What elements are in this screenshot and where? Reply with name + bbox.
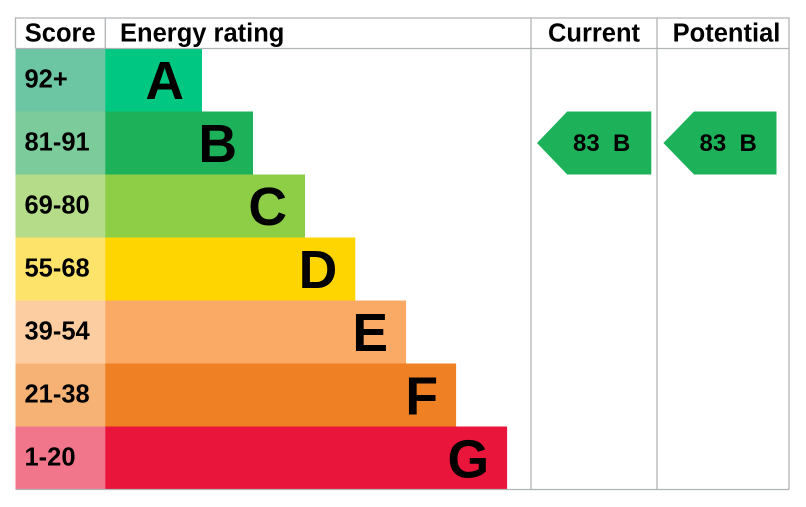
svg-text:Current: Current	[548, 20, 641, 48]
svg-text:1-20: 1-20	[25, 444, 76, 472]
svg-text:G: G	[447, 430, 489, 489]
svg-text:21-38: 21-38	[25, 381, 90, 409]
svg-text:C: C	[248, 178, 287, 237]
svg-text:Potential: Potential	[673, 20, 781, 48]
svg-text:39-54: 39-54	[25, 318, 91, 346]
svg-text:55-68: 55-68	[25, 255, 90, 283]
svg-text:D: D	[299, 241, 338, 300]
svg-text:Score: Score	[25, 20, 96, 48]
svg-text:83 B: 83 B	[700, 130, 757, 157]
svg-text:E: E	[352, 304, 388, 363]
svg-text:Energy rating: Energy rating	[120, 20, 284, 48]
svg-text:83 B: 83 B	[573, 130, 630, 157]
svg-text:69-80: 69-80	[25, 192, 90, 220]
svg-text:81-91: 81-91	[25, 129, 90, 157]
svg-text:92+: 92+	[25, 66, 68, 94]
svg-text:A: A	[145, 52, 184, 111]
svg-text:F: F	[405, 367, 438, 426]
svg-text:B: B	[198, 115, 237, 174]
